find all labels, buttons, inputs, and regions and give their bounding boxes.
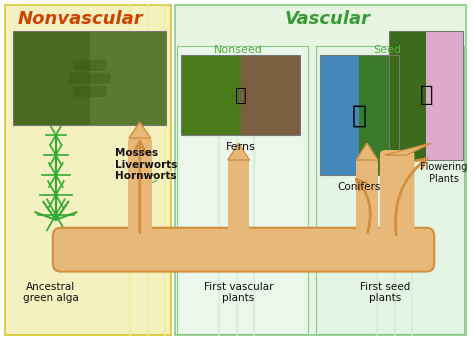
Text: Seed: Seed	[373, 46, 401, 55]
Bar	[175, 5, 466, 335]
Text: Ferns: Ferns	[226, 142, 255, 152]
Bar	[359, 55, 399, 175]
Text: Mosses
Liverworts
Hornworts: Mosses Liverworts Hornworts	[115, 148, 177, 181]
Polygon shape	[385, 143, 431, 155]
Text: Nonseed: Nonseed	[214, 46, 263, 55]
Text: ▓▓▓▓
▓▓▓▓▓
▓▓▓▓: ▓▓▓▓ ▓▓▓▓▓ ▓▓▓▓	[68, 59, 111, 97]
Bar	[129, 138, 151, 236]
Bar	[426, 31, 463, 160]
Text: 🌲: 🌲	[352, 103, 366, 127]
Bar	[356, 160, 378, 236]
Text: First seed
plants: First seed plants	[360, 282, 410, 303]
Bar	[90, 31, 166, 125]
Polygon shape	[356, 143, 378, 160]
Text: Flowering
Plants: Flowering Plants	[420, 162, 468, 184]
FancyBboxPatch shape	[380, 150, 414, 245]
Polygon shape	[129, 122, 151, 138]
Text: First vascular
plants: First vascular plants	[204, 282, 273, 303]
Text: Conifers: Conifers	[337, 182, 381, 192]
Bar	[13, 31, 90, 125]
Text: Nonvascular: Nonvascular	[18, 10, 143, 28]
Bar	[319, 55, 399, 175]
Bar	[228, 160, 249, 236]
Text: 🌸: 🌸	[419, 85, 433, 105]
Bar	[177, 46, 308, 334]
FancyBboxPatch shape	[53, 228, 434, 272]
Bar	[13, 31, 166, 125]
Text: 🌿: 🌿	[235, 86, 246, 105]
Bar	[316, 46, 464, 334]
Polygon shape	[228, 143, 249, 160]
Bar	[181, 55, 300, 135]
Text: Vascular: Vascular	[284, 10, 371, 28]
Bar	[389, 31, 463, 160]
Bar	[389, 31, 426, 160]
Bar	[181, 55, 241, 135]
Bar	[356, 160, 378, 235]
Bar	[6, 5, 172, 335]
Text: Ancestral
green alga: Ancestral green alga	[23, 282, 79, 303]
FancyBboxPatch shape	[128, 140, 152, 236]
Bar	[319, 55, 359, 175]
Bar	[241, 55, 300, 135]
